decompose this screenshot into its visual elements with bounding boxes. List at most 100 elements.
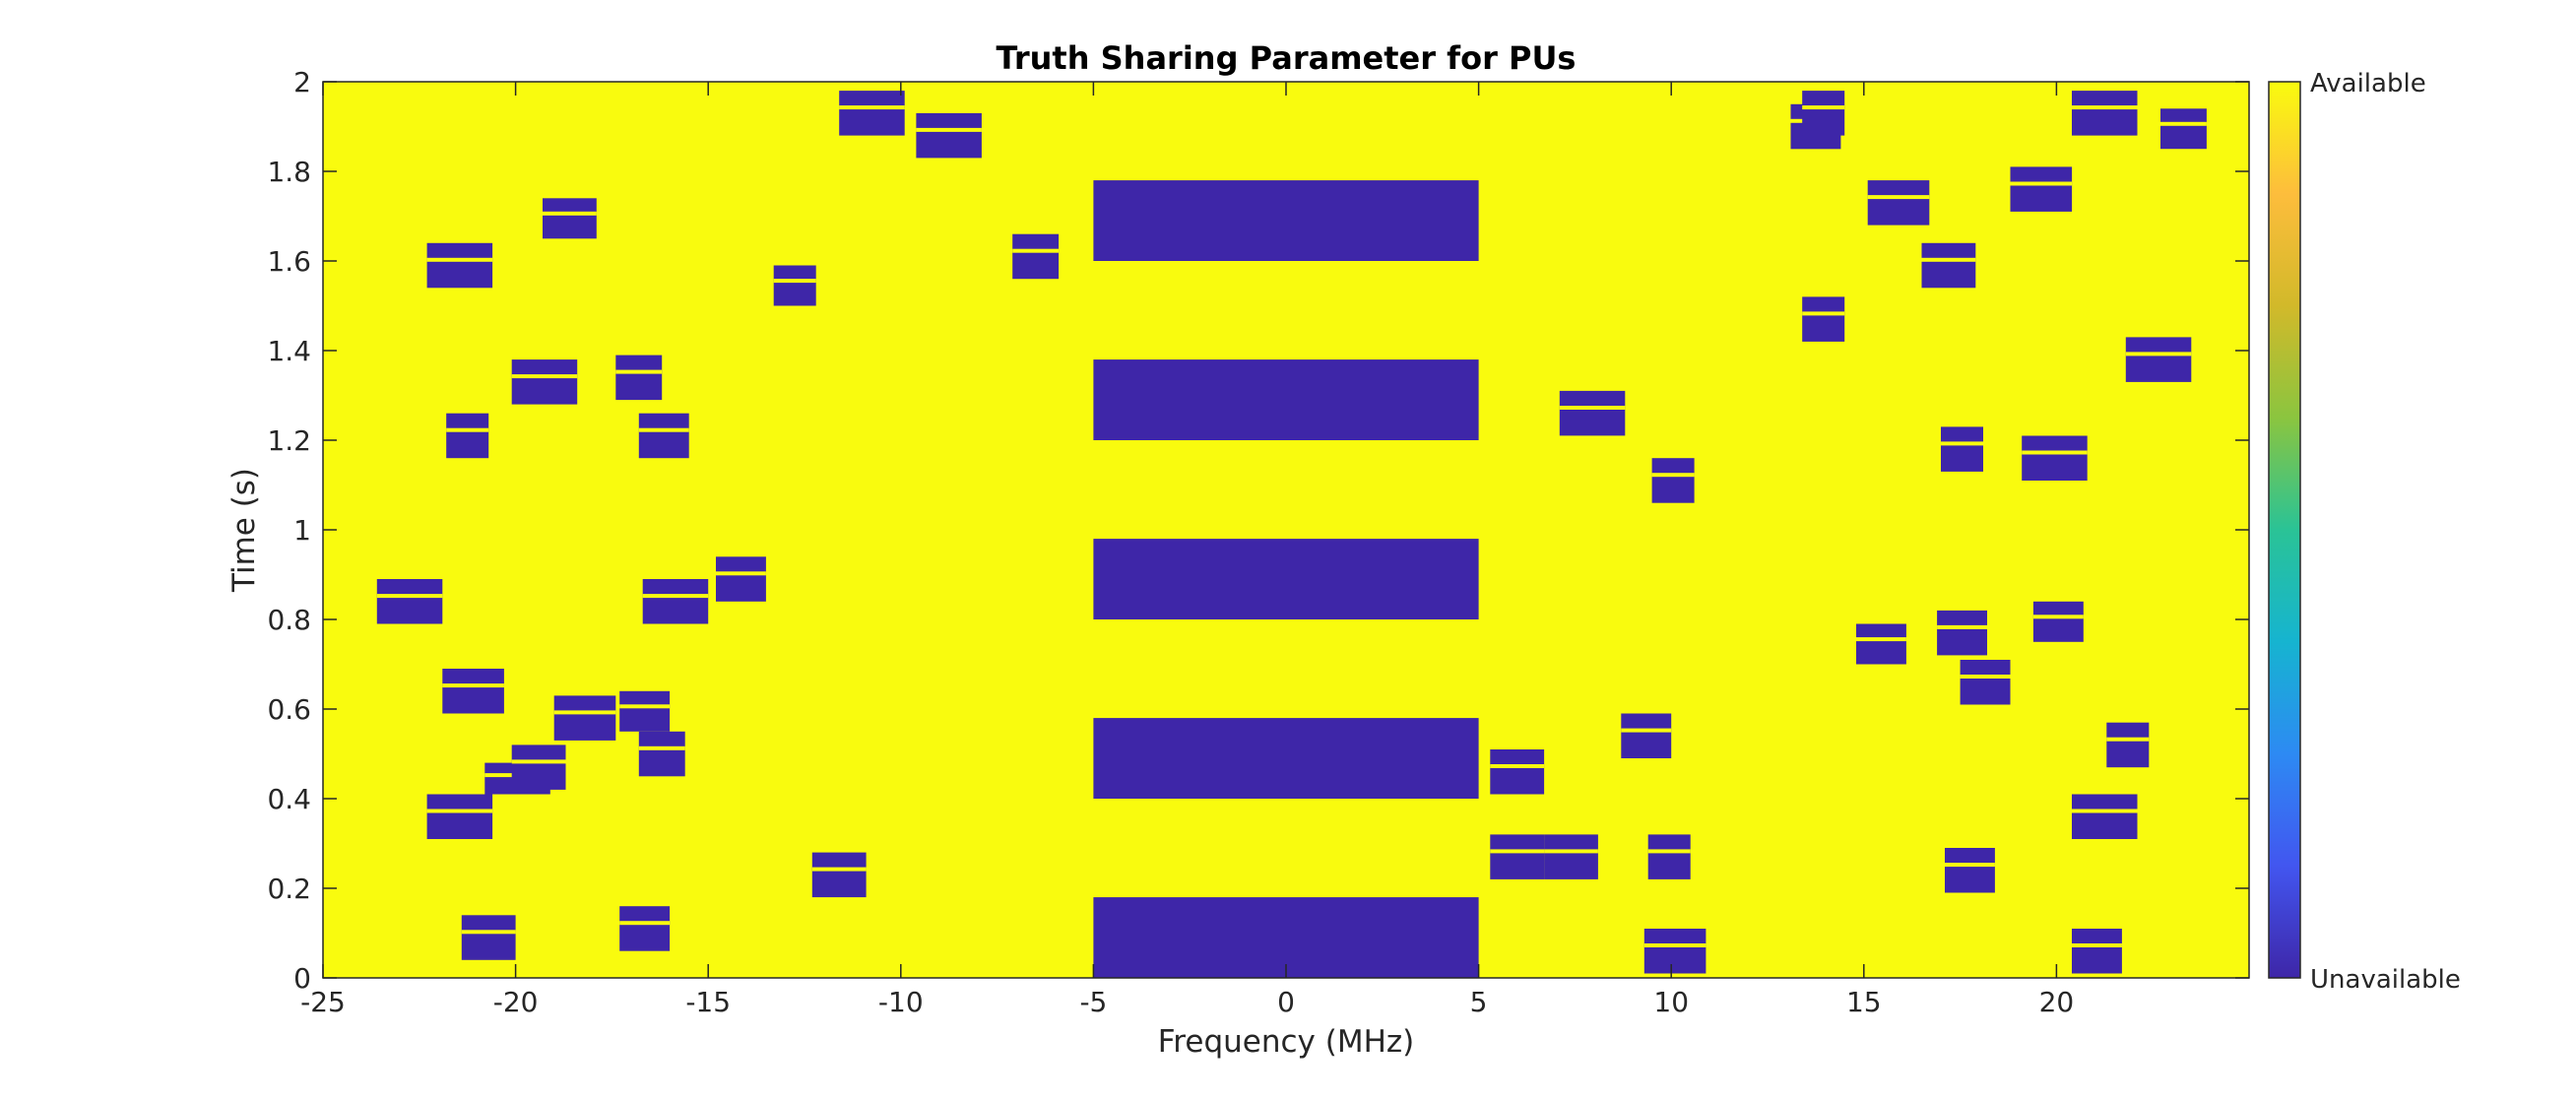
block-separator <box>511 374 578 379</box>
block-separator <box>716 571 766 576</box>
unavailable-block <box>638 413 689 459</box>
unavailable-block <box>461 915 516 960</box>
unavailable-block <box>543 198 597 239</box>
y-tick-label: 0.2 <box>267 873 311 905</box>
block-separator <box>442 683 504 688</box>
unavailable-block <box>638 731 685 777</box>
colorbar-bottom-label: Unavailable <box>2310 965 2461 995</box>
block-separator <box>839 105 905 110</box>
unavailable-block <box>1651 458 1695 503</box>
unavailable-block <box>426 794 493 839</box>
unavailable-block <box>1941 426 1983 472</box>
block-separator <box>1945 863 1995 868</box>
y-tick-label: 0 <box>293 962 311 995</box>
y-tick-label: 2 <box>293 66 311 98</box>
x-tick-label: 20 <box>2039 986 2075 1018</box>
x-tick-label: 0 <box>1277 986 1295 1018</box>
block-separator <box>2010 181 2073 186</box>
x-tick-label: 5 <box>1470 986 1488 1018</box>
block-separator <box>553 710 616 715</box>
unavailable-block <box>1012 233 1060 280</box>
block-separator <box>376 594 443 599</box>
x-tick-label: -10 <box>878 986 924 1018</box>
unavailable-block <box>1490 834 1545 879</box>
unavailable-block <box>2106 722 2150 768</box>
unavailable-blocks <box>376 91 2207 978</box>
block-separator <box>543 211 597 216</box>
unavailable-block <box>446 413 489 459</box>
x-tick-label: -5 <box>1079 986 1107 1018</box>
x-tick-label: 10 <box>1653 986 1689 1018</box>
unavailable-block <box>1093 359 1479 440</box>
unavailable-block <box>376 579 443 624</box>
x-axis: -25 -20 -15 -10 -5 0 5 10 15 20 <box>300 82 2074 1018</box>
unavailable-block <box>426 242 493 289</box>
x-axis-label: Frequency (MHz) <box>1158 1024 1415 1060</box>
unavailable-block <box>2022 435 2088 481</box>
unavailable-block <box>2160 108 2207 150</box>
unavailable-block <box>1921 242 1976 289</box>
y-tick-label: 0.6 <box>267 693 311 726</box>
unavailable-block <box>553 695 616 741</box>
y-axis-label: Time (s) <box>226 468 262 593</box>
block-separator <box>1960 675 2011 679</box>
unavailable-block <box>615 355 663 401</box>
block-separator <box>619 921 671 926</box>
block-separator <box>2125 352 2192 356</box>
y-tick-label: 1.2 <box>267 424 311 457</box>
block-separator <box>773 279 816 284</box>
block-separator <box>1012 248 1060 253</box>
x-tick-label: -20 <box>493 986 539 1018</box>
block-separator <box>1856 637 1906 642</box>
block-separator <box>1937 624 1987 629</box>
unavailable-block <box>511 359 578 405</box>
unavailable-block <box>2125 337 2192 382</box>
unavailable-block <box>811 852 867 898</box>
unavailable-block <box>716 556 766 602</box>
block-separator <box>2160 121 2207 126</box>
unavailable-block <box>2032 601 2084 642</box>
y-axis: 0 0.2 0.4 0.6 0.8 1 1.2 1.4 1.6 1.8 2 <box>267 66 2249 995</box>
unavailable-block <box>2010 166 2073 212</box>
block-separator <box>916 127 982 132</box>
block-separator <box>2072 809 2138 813</box>
block-separator <box>426 809 493 813</box>
block-separator <box>1647 849 1691 854</box>
y-tick-label: 1.8 <box>267 156 311 188</box>
unavailable-block <box>619 690 671 732</box>
x-tick-label: -15 <box>685 986 731 1018</box>
block-separator <box>1559 406 1626 410</box>
unavailable-block <box>1856 623 1906 665</box>
block-separator <box>1490 849 1545 854</box>
block-separator <box>2072 943 2122 947</box>
unavailable-block <box>1945 848 1995 893</box>
colorbar-top-label: Available <box>2310 69 2426 98</box>
unavailable-block <box>1937 610 1987 656</box>
block-separator <box>1941 441 1983 446</box>
block-separator <box>1651 473 1695 478</box>
y-tick-label: 1 <box>293 514 311 547</box>
block-separator <box>511 759 566 764</box>
y-tick-label: 0.8 <box>267 604 311 636</box>
block-separator <box>642 594 709 599</box>
block-separator <box>1921 257 1976 262</box>
unavailable-block <box>773 265 816 306</box>
block-separator <box>2022 450 2088 455</box>
unavailable-block <box>916 112 982 159</box>
x-tick-label: 15 <box>1846 986 1882 1018</box>
block-separator <box>811 867 867 872</box>
unavailable-block <box>1802 296 1845 342</box>
y-tick-label: 1.6 <box>267 245 311 278</box>
block-separator <box>461 930 516 935</box>
block-separator <box>1802 105 1845 110</box>
block-separator <box>1867 195 1930 200</box>
block-separator <box>426 257 493 262</box>
unavailable-block <box>2072 91 2138 136</box>
unavailable-block <box>1960 660 2011 705</box>
block-separator <box>1621 728 1672 733</box>
chart-title: Truth Sharing Parameter for PUs <box>997 39 1577 77</box>
colorbar: Available Unavailable <box>2268 69 2461 995</box>
y-tick-label: 0.4 <box>267 783 311 815</box>
